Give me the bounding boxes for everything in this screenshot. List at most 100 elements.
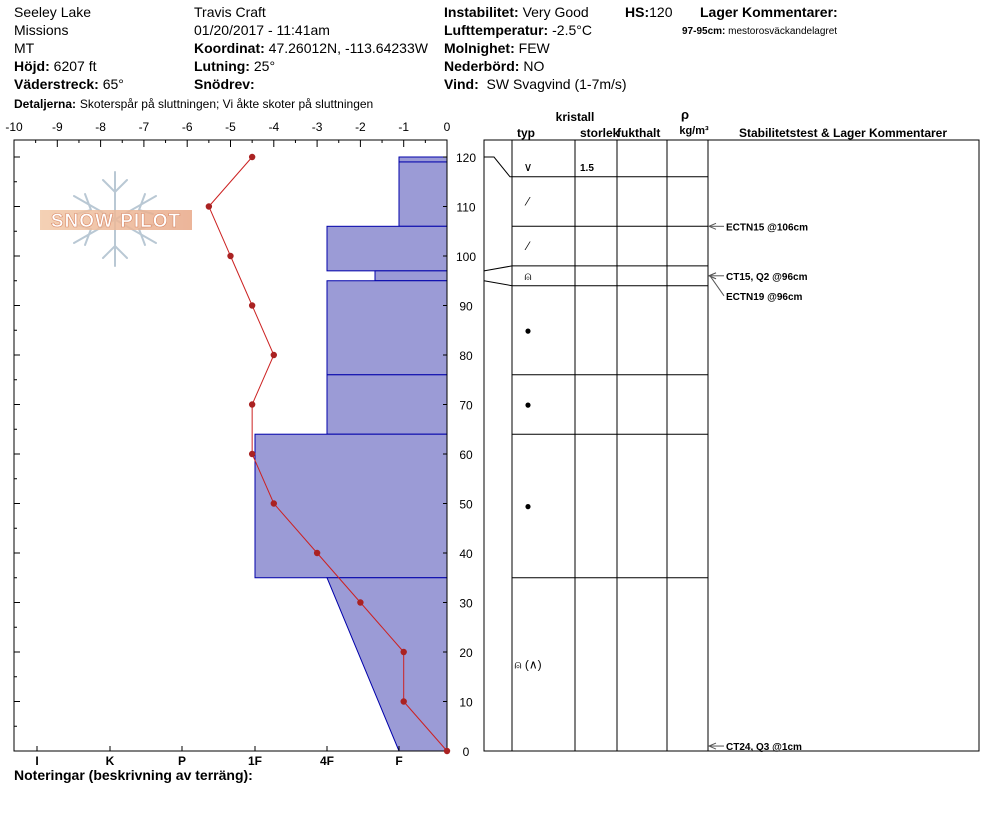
depth-tick-label: 70: [459, 399, 473, 413]
coord-label: Koordinat:: [194, 40, 265, 56]
coord-row: Koordinat: 47.26012N, -113.64233W: [194, 40, 428, 56]
layer-grain-type: ⁄: [524, 239, 531, 253]
temperature-point: [400, 698, 407, 705]
temp-tick-label: -6: [182, 120, 193, 134]
snowdrift-label: Snödrev:: [194, 76, 255, 92]
header-crystal: kristall: [556, 110, 595, 124]
temp-tick-label: -10: [5, 120, 23, 134]
stability-test-label: ECTN19 @96cm: [726, 292, 803, 303]
depth-tick-label: 90: [459, 300, 473, 314]
layer-grain-type: ∨: [524, 160, 533, 174]
precip-row: Nederbörd: NO: [444, 58, 544, 74]
hardness-bar: [398, 156, 448, 163]
instability-label: Instabilitet:: [444, 4, 519, 20]
layer-connector: [483, 265, 513, 272]
depth-tick-label: 0: [463, 745, 470, 759]
temperature-point: [313, 549, 321, 557]
coord-value: 47.26012N, -113.64233W: [268, 40, 428, 56]
temperature-point: [248, 302, 256, 309]
hs-label: HS:: [625, 4, 650, 20]
temp-tick-label: -2: [355, 120, 366, 134]
wind-label: Vind:: [444, 76, 479, 92]
notes-label: Noteringar (beskrivning av terräng):: [14, 767, 253, 783]
hardness-bar: [326, 577, 448, 752]
airtemp-label: Lufttemperatur:: [444, 22, 549, 38]
slope-row: Lutning: 25°: [194, 58, 275, 74]
elevation-value: 6207 ft: [53, 58, 97, 74]
hardness-label: K: [106, 754, 115, 768]
temperature-point: [227, 252, 234, 260]
hs-value: 120: [649, 4, 673, 20]
stability-test-arrowhead: [707, 742, 717, 750]
temp-tick-label: 0: [444, 120, 451, 134]
depth-tick-label: 20: [459, 646, 473, 660]
hardness-label: F: [395, 754, 402, 768]
hardness-bar: [254, 433, 448, 579]
stability-test-arrow: [709, 275, 725, 297]
precip-label: Nederbörd:: [444, 58, 520, 74]
elevation-label: Höjd:: [14, 58, 50, 74]
layer-grain-type: ●: [524, 499, 531, 513]
layer-comment: 97-95cm: mestorosväckandelagret: [682, 24, 837, 40]
airtemp-row: Lufttemperatur: -2.5°C: [444, 22, 592, 38]
aspect-label: Väderstreck:: [14, 76, 99, 92]
header-type: typ: [517, 126, 535, 140]
state: MT: [14, 40, 35, 56]
elevation-row: Höjd: 6207 ft: [14, 58, 96, 74]
depth-tick-label: 50: [459, 498, 473, 512]
header-stability: Stabilitetstest & Lager Kommentarer: [739, 126, 947, 140]
depth-tick-label: 80: [459, 349, 473, 363]
aspect-row: Väderstreck: 65°: [14, 76, 124, 92]
temperature-point: [443, 747, 451, 755]
layer-connector: [484, 156, 512, 178]
temp-tick-label: -4: [268, 120, 279, 134]
stability-test-label: CT24, Q3 @1cm: [726, 742, 802, 753]
layer-grain-type: ●: [524, 398, 531, 412]
layer-comment-text: mestorosväckandelagret: [728, 26, 838, 37]
stability-test-label: CT15, Q2 @96cm: [726, 272, 808, 283]
details-value: Skoterspår på sluttningen; Vi åkte skote…: [79, 97, 374, 111]
wind-value: SW Svagvind (1-7m/s): [486, 76, 627, 92]
layer-grain-type: ●: [524, 323, 531, 337]
temperature-point: [248, 153, 256, 161]
hardness-label: 1F: [248, 754, 262, 768]
snow-pilot-logo: SNOW PILOT: [40, 171, 192, 267]
header-size: storlek: [580, 126, 620, 140]
depth-tick-label: 40: [459, 547, 473, 561]
temp-tick-label: -8: [95, 120, 106, 134]
layer-grain-type: ⁄: [524, 195, 531, 209]
hardness-bar: [326, 225, 448, 272]
header-density-unit: kg/m³: [679, 125, 709, 137]
slope-value: 25°: [253, 58, 276, 74]
temperature-point: [357, 599, 364, 606]
depth-tick-label: 110: [456, 201, 475, 215]
stability-test-arrowhead: [707, 222, 717, 230]
region: Missions: [14, 22, 69, 38]
layer-connector: [483, 280, 513, 287]
depth-tick-label: 10: [459, 696, 473, 710]
hardness-bar: [398, 161, 448, 227]
header-rho: ρ: [681, 107, 689, 122]
temperature-point: [248, 450, 256, 458]
layer-grain-size: 1.5: [580, 163, 594, 174]
temperature-point: [270, 351, 277, 359]
details-row: Detaljerna: Skoterspår på sluttningen; V…: [14, 95, 373, 112]
temperature-point: [205, 203, 213, 210]
precip-value: NO: [523, 58, 545, 74]
location: Seeley Lake: [14, 4, 92, 20]
layer-grain-type: ⍝ (∧): [514, 657, 541, 671]
temp-tick-label: -9: [52, 120, 63, 134]
temperature-point: [400, 648, 407, 656]
hardness-bar: [374, 270, 448, 282]
instability-value: Very Good: [522, 4, 589, 20]
layer-grain-type: ⍝: [524, 269, 531, 283]
depth-tick-label: 60: [459, 448, 473, 462]
aspect-value: 65°: [102, 76, 124, 92]
hs-row: HS:120: [625, 4, 672, 20]
hardness-label: I: [35, 754, 38, 768]
slope-label: Lutning:: [194, 58, 250, 74]
table-frame: [483, 139, 980, 752]
layer-table: kristall typ storlek fukthalt ρ kg/m³ St…: [483, 107, 980, 753]
temp-tick-label: -3: [312, 120, 323, 134]
